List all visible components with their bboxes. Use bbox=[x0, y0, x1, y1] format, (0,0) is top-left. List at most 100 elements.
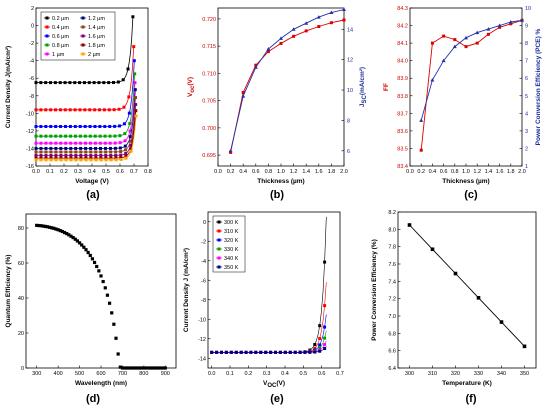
jv-series-marker bbox=[64, 150, 68, 154]
jv-series-marker bbox=[34, 108, 38, 112]
jv-temp-line bbox=[211, 314, 327, 353]
x-tick-label: 0.3 bbox=[74, 169, 82, 175]
jv-temp-marker bbox=[323, 325, 327, 329]
jv-series-marker bbox=[83, 134, 87, 138]
legend-marker bbox=[81, 52, 85, 56]
legend-marker bbox=[81, 16, 85, 20]
x-axis-label: Temperature (K) bbox=[442, 380, 492, 387]
jv-series-marker bbox=[108, 146, 112, 150]
jv-series-marker bbox=[54, 156, 58, 160]
qe-point bbox=[82, 245, 86, 249]
series-marker-voc bbox=[241, 90, 245, 94]
x-tick-label: 320 bbox=[451, 371, 460, 377]
legend-marker bbox=[217, 247, 221, 251]
plot-frame bbox=[397, 211, 537, 369]
y-tick-label: 83.9 bbox=[397, 76, 408, 82]
y-tick-label: 0.710 bbox=[202, 71, 216, 77]
jv-series-marker bbox=[34, 81, 38, 85]
jv-series-marker bbox=[93, 141, 97, 145]
jv-series-marker bbox=[122, 122, 126, 126]
series-marker-voc bbox=[342, 18, 346, 22]
jv-series-marker bbox=[44, 108, 48, 112]
x-tick-label: 0.7 bbox=[336, 371, 344, 377]
y-tick-label: 0.715 bbox=[202, 44, 216, 50]
jv-series-marker bbox=[129, 143, 133, 147]
y-tick-label: -6 bbox=[29, 76, 34, 82]
y-axis-label: Power Conversion Efficiency (%) bbox=[371, 239, 378, 341]
series-marker-pce bbox=[520, 18, 524, 22]
jv-series-marker bbox=[34, 125, 38, 128]
chart-panel-e: 0.0 0.1 0.2 0.3 0.4 0.5 0.6 0.7 0 -2 -4 -6 -8 -10 -12 -… bbox=[183, 211, 344, 389]
x-tick-label: 1.6 bbox=[315, 169, 323, 175]
jv-temp-marker bbox=[313, 350, 317, 354]
jv-series-marker bbox=[54, 146, 58, 150]
legend-label: 0.8 µm bbox=[52, 43, 69, 49]
x-tick-label: 1.0 bbox=[462, 169, 470, 175]
x-tick-label: 0.8 bbox=[144, 169, 152, 175]
jv-series-marker bbox=[98, 141, 102, 145]
x-tick-label: 0.1 bbox=[226, 371, 234, 377]
legend-marker bbox=[217, 238, 221, 242]
jv-series-marker bbox=[44, 158, 48, 162]
jv-series-marker bbox=[129, 147, 133, 151]
jv-series-marker bbox=[59, 150, 63, 154]
qe-point bbox=[137, 366, 142, 370]
qe-point bbox=[131, 366, 135, 370]
legend-marker bbox=[45, 25, 49, 29]
legend-label: 320 K bbox=[224, 238, 239, 244]
legend-label: 330 K bbox=[224, 247, 239, 253]
x-tick-label: 0.5 bbox=[102, 169, 110, 175]
jv-series-marker bbox=[123, 139, 127, 143]
pce-point bbox=[407, 223, 412, 227]
jv-series-marker bbox=[114, 156, 118, 160]
jv-series-marker bbox=[107, 108, 111, 112]
y-tick-label: 7.4 bbox=[388, 279, 396, 285]
legend-box bbox=[40, 11, 116, 61]
legend-marker bbox=[45, 16, 49, 20]
qe-point bbox=[50, 226, 54, 230]
qe-point bbox=[152, 366, 157, 370]
plot-frame bbox=[25, 213, 177, 369]
jv-temp-marker bbox=[318, 343, 322, 347]
qe-point bbox=[144, 366, 148, 370]
jv-series-marker bbox=[124, 156, 128, 160]
jv-series-marker bbox=[73, 108, 77, 112]
jv-series-marker bbox=[34, 153, 38, 157]
legend-marker bbox=[217, 220, 221, 224]
series-marker-pce bbox=[441, 58, 446, 63]
jv-series-marker bbox=[103, 141, 107, 145]
jv-series-marker bbox=[79, 141, 83, 145]
jv-series-marker bbox=[63, 81, 67, 85]
qe-point bbox=[37, 223, 41, 228]
jv-series-line bbox=[36, 89, 136, 149]
jv-series-marker bbox=[103, 134, 107, 138]
series-marker-voc bbox=[329, 21, 333, 25]
jv-series-marker bbox=[112, 108, 116, 112]
jv-series-marker bbox=[114, 158, 118, 162]
qe-point bbox=[84, 248, 88, 252]
legend: 300 K 310 K 320 K 330 K 340 K 350 K bbox=[212, 215, 246, 273]
jv-series-marker bbox=[78, 125, 82, 128]
jv-series-marker bbox=[39, 158, 43, 162]
jv-series-marker bbox=[63, 108, 67, 112]
y-tick-label: -16 bbox=[26, 164, 34, 170]
y-axis-label-base: V bbox=[187, 92, 194, 97]
y-tick-label: 7.6 bbox=[388, 262, 396, 268]
series-marker-pce bbox=[486, 27, 491, 31]
legend-label: 0.2 µm bbox=[52, 16, 69, 22]
y-tick-label: -2 bbox=[201, 239, 206, 245]
jv-series-marker bbox=[127, 111, 131, 115]
jv-series-marker bbox=[54, 141, 58, 145]
qe-point bbox=[101, 279, 105, 284]
x-tick-label: 0.4 bbox=[239, 169, 247, 175]
y-tick-label: -2 bbox=[29, 41, 34, 47]
jv-series-marker bbox=[119, 156, 123, 160]
panel-label-a: (a) bbox=[86, 189, 100, 201]
legend-marker bbox=[81, 43, 85, 47]
x-axis-label: VOC(V) bbox=[263, 380, 285, 389]
y-tick-label: 8.0 bbox=[388, 227, 396, 233]
x-tick-label: 0.0 bbox=[32, 169, 40, 175]
x-tick-label: 0.2 bbox=[417, 169, 425, 175]
jv-temp-marker bbox=[229, 350, 233, 354]
